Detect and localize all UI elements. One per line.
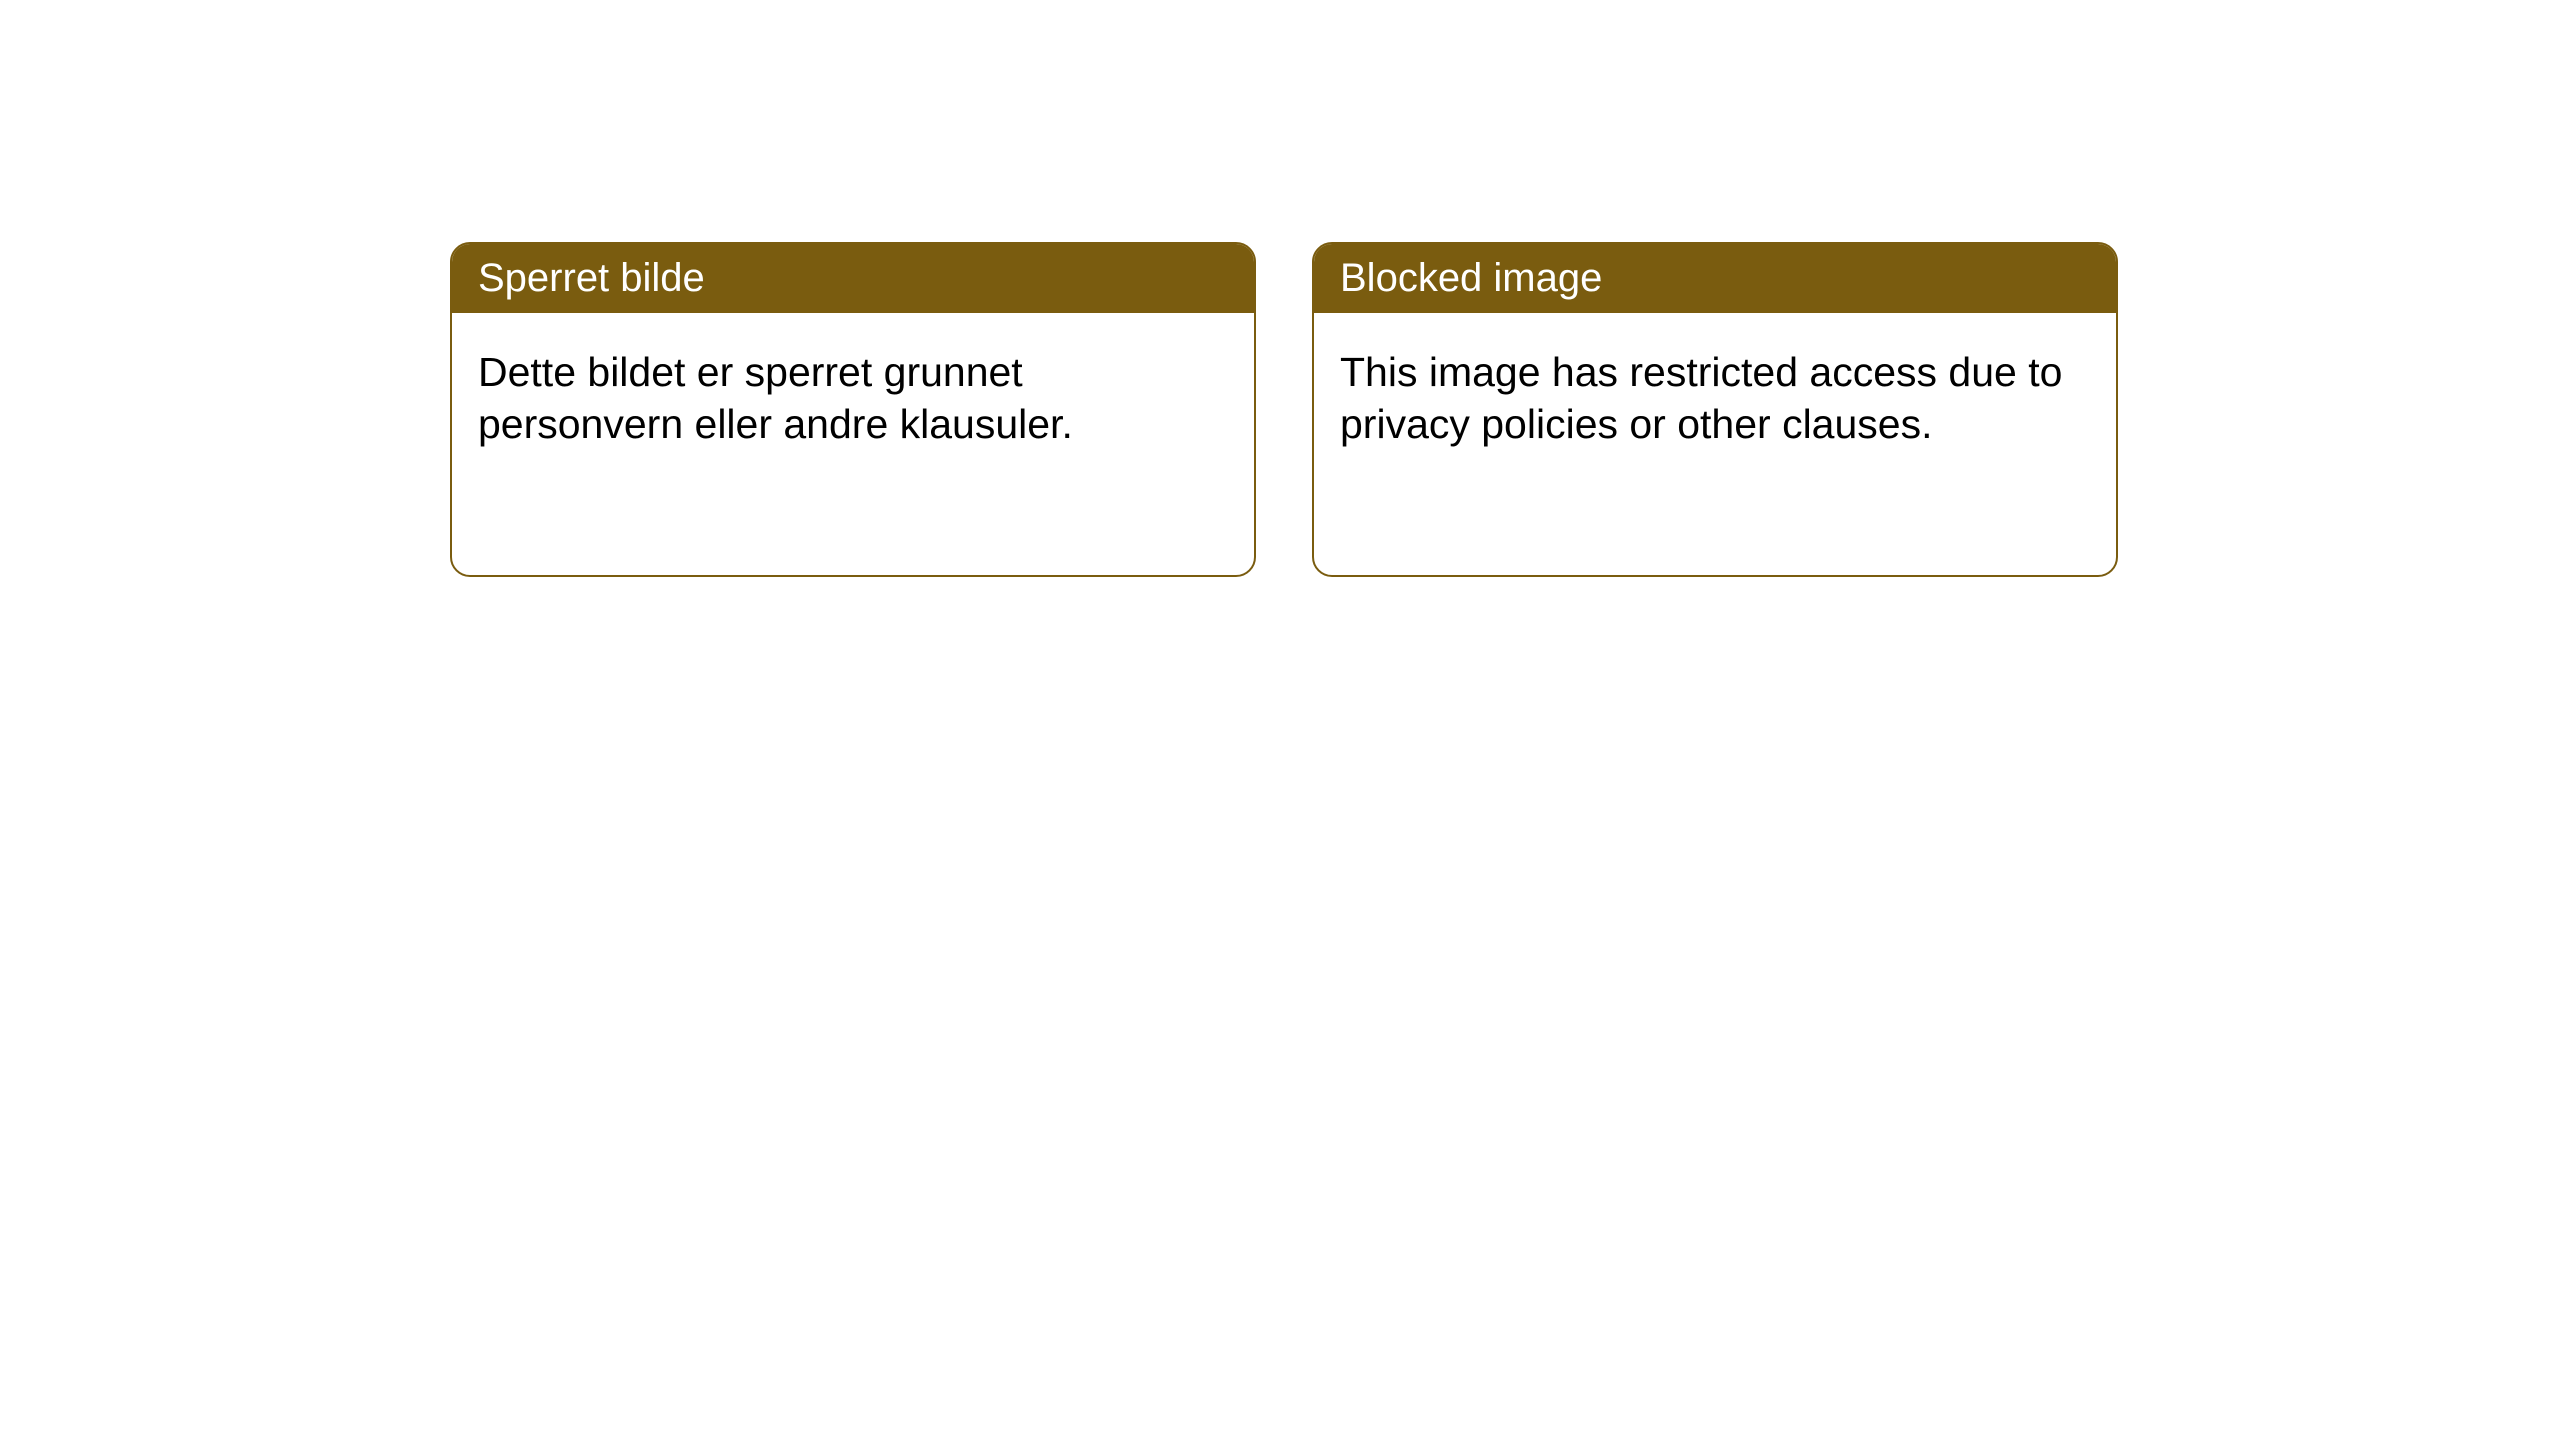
notice-card-norwegian: Sperret bilde Dette bildet er sperret gr… (450, 242, 1256, 577)
card-body: This image has restricted access due to … (1314, 313, 2116, 484)
card-title: Sperret bilde (478, 256, 705, 300)
card-body-text: This image has restricted access due to … (1340, 349, 2062, 447)
card-header: Blocked image (1314, 244, 2116, 313)
notice-cards-container: Sperret bilde Dette bildet er sperret gr… (450, 242, 2118, 577)
card-title: Blocked image (1340, 256, 1602, 300)
notice-card-english: Blocked image This image has restricted … (1312, 242, 2118, 577)
card-body: Dette bildet er sperret grunnet personve… (452, 313, 1254, 484)
card-header: Sperret bilde (452, 244, 1254, 313)
card-body-text: Dette bildet er sperret grunnet personve… (478, 349, 1073, 447)
